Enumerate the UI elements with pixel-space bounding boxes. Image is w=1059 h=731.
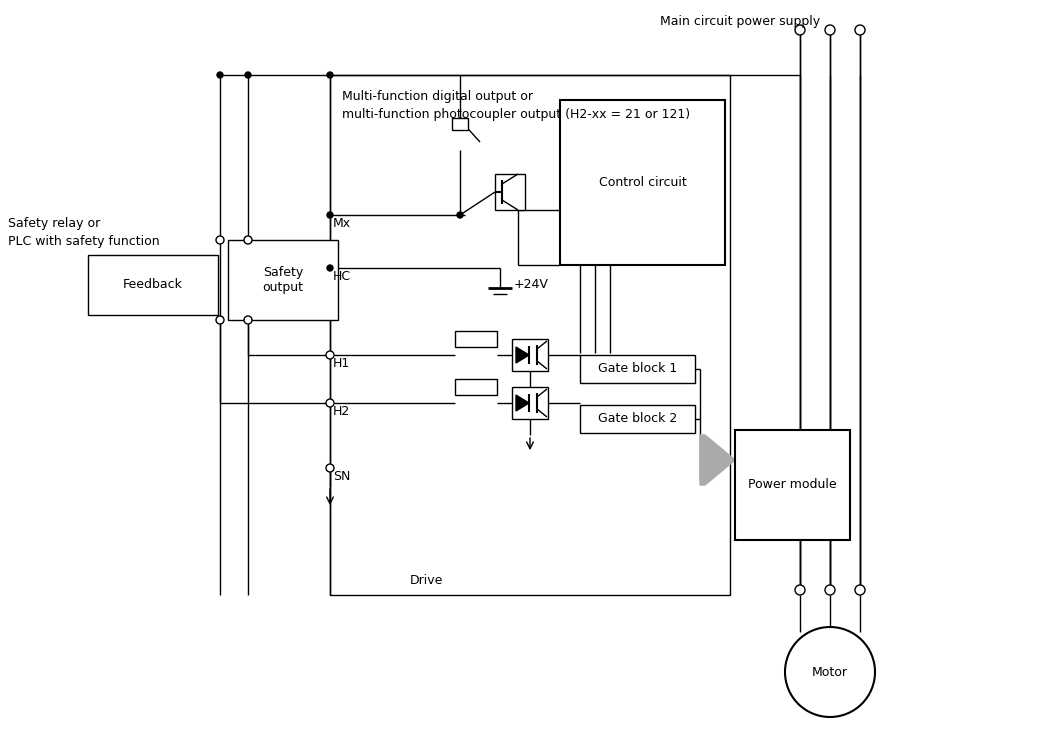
Circle shape [326,399,334,407]
Bar [330,75,730,595]
Bar [455,379,497,395]
Text: Motor: Motor [812,665,848,678]
Text: H1: H1 [333,357,351,370]
Circle shape [457,212,463,218]
Polygon shape [516,395,530,411]
Bar [735,430,850,540]
Bar [580,405,695,433]
Text: multi-function photocoupler output (H2-xx = 21 or 121): multi-function photocoupler output (H2-x… [342,108,690,121]
Text: Power module: Power module [749,479,837,491]
Bar [580,355,695,383]
Text: Safety
output: Safety output [263,266,304,294]
Text: PLC with safety function: PLC with safety function [8,235,160,248]
Polygon shape [516,347,530,363]
Circle shape [825,585,834,595]
Text: Gate block 2: Gate block 2 [598,412,677,425]
Circle shape [327,72,333,78]
Circle shape [216,316,225,324]
Text: Main circuit power supply: Main circuit power supply [660,15,820,28]
Circle shape [245,72,251,78]
Circle shape [217,72,223,78]
Circle shape [327,212,333,218]
Bar [511,339,548,371]
Bar [511,387,548,419]
FancyArrow shape [700,435,735,485]
Bar [228,240,338,320]
Circle shape [326,351,334,359]
Circle shape [326,464,334,472]
Text: Feedback: Feedback [123,279,183,292]
Text: HC: HC [333,270,352,283]
Text: H2: H2 [333,405,351,418]
Text: Multi-function digital output or: Multi-function digital output or [342,90,533,103]
Circle shape [244,236,252,244]
Circle shape [795,25,805,35]
Bar [452,118,468,130]
Circle shape [855,25,865,35]
Text: Gate block 1: Gate block 1 [598,363,677,376]
Bar [495,174,525,210]
Circle shape [244,316,252,324]
Circle shape [216,236,225,244]
Bar [560,100,725,265]
Circle shape [327,265,333,271]
Text: Safety relay or: Safety relay or [8,217,101,230]
Text: Mx: Mx [333,217,352,230]
Circle shape [795,585,805,595]
Text: Drive: Drive [410,574,444,587]
Text: Control circuit: Control circuit [598,176,686,189]
Text: SN: SN [333,470,351,483]
Bar [88,255,218,315]
Text: +24V: +24V [514,278,549,290]
Circle shape [855,585,865,595]
Circle shape [825,25,834,35]
Bar [455,331,497,347]
Circle shape [785,627,875,717]
